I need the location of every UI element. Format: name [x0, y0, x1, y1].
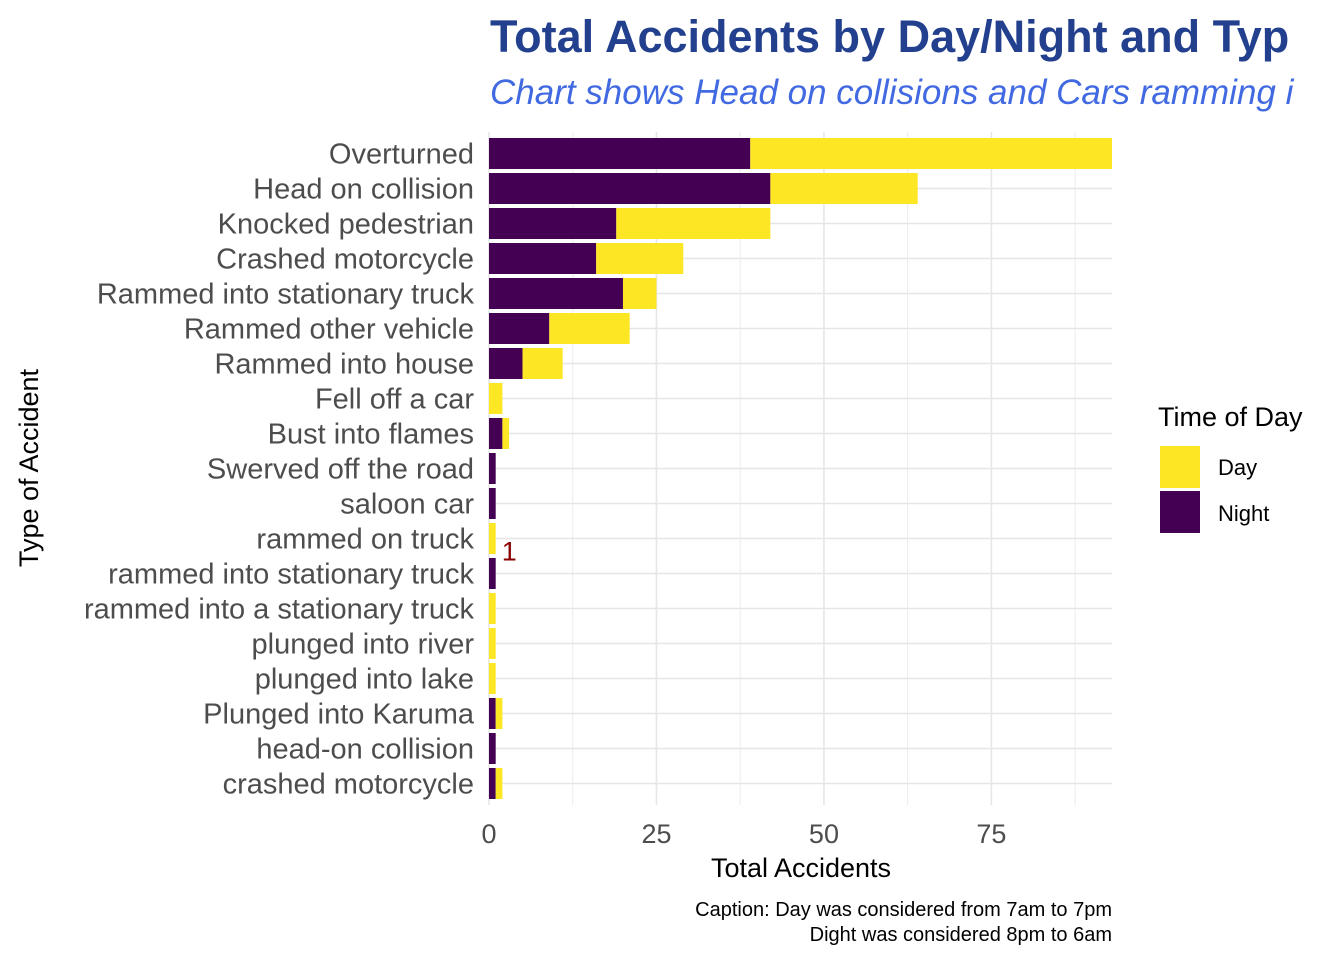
bar-night-crashed-motorcycle	[489, 243, 597, 274]
bar-day-knocked-pedestrian	[616, 208, 771, 239]
chart-subtitle: Chart shows Head on collisions and Cars …	[490, 73, 1295, 112]
bar-day-rammed-into-a-stationary-truck	[489, 593, 496, 624]
legend-swatch-day	[1160, 446, 1200, 488]
bar-day-head-on-collision	[770, 173, 918, 204]
bar-night-plunged-into-karuma	[489, 698, 496, 729]
bar-night-rammed-into-stationary-truck	[489, 558, 496, 589]
legend: Time of Day Day Night	[1158, 402, 1303, 533]
bar-night-rammed-into-house	[489, 348, 523, 379]
bar-day-crashed-motorcycle	[495, 768, 503, 799]
bar-day-rammed-on-truck	[489, 523, 496, 554]
bars-layer	[489, 138, 1112, 799]
bar-day-rammed-into-stationary-truck	[622, 278, 657, 309]
y-tick-label-knocked-pedestrian: Knocked pedestrian	[218, 209, 474, 241]
bar-night-knocked-pedestrian	[489, 208, 617, 239]
legend-title: Time of Day	[1158, 402, 1303, 432]
annotation-label: 1	[502, 537, 517, 567]
legend-label-day: Day	[1218, 455, 1257, 480]
y-tick-label-fell-off-a-car: Fell off a car	[315, 384, 474, 416]
y-tick-label-overturned: Overturned	[329, 139, 474, 171]
caption: Caption: Day was considered from 7am to …	[695, 899, 1112, 946]
x-tick-label: 25	[641, 819, 671, 849]
bar-day-fell-off-a-car	[489, 383, 503, 414]
chart-title: Total Accidents by Day/Night and Typ	[490, 11, 1289, 62]
y-tick-label-plunged-into-karuma: Plunged into Karuma	[203, 699, 475, 731]
x-tick-label: 0	[481, 819, 496, 849]
bar-night-rammed-into-stationary-truck	[489, 278, 623, 309]
caption-line-1: Caption: Day was considered from 7am to …	[695, 899, 1112, 921]
legend-swatch-night	[1160, 491, 1200, 533]
bar-night-crashed-motorcycle	[489, 768, 496, 799]
y-tick-label-head-on-collision: head-on collision	[256, 734, 474, 766]
bar-day-plunged-into-lake	[489, 663, 496, 694]
y-tick-label-rammed-into-stationary-truck: Rammed into stationary truck	[97, 279, 475, 311]
y-tick-label-plunged-into-river: plunged into river	[252, 629, 475, 661]
annotations-layer: 1	[502, 537, 517, 567]
y-tick-label-rammed-into-stationary-truck: rammed into stationary truck	[108, 559, 474, 591]
bar-night-head-on-collision	[489, 733, 496, 764]
y-tick-label-rammed-into-a-stationary-truck: rammed into a stationary truck	[84, 594, 475, 626]
y-tick-label-plunged-into-lake: plunged into lake	[255, 664, 474, 696]
bar-night-rammed-other-vehicle	[489, 313, 550, 344]
legend-label-night: Night	[1218, 501, 1269, 526]
x-tick-labels: 0 25 50 75	[481, 819, 1006, 849]
bar-day-crashed-motorcycle	[596, 243, 684, 274]
y-tick-label-swerved-off-the-road: Swerved off the road	[207, 454, 474, 486]
x-axis-title: Total Accidents	[711, 853, 891, 883]
bar-day-overturned	[750, 138, 1112, 169]
y-axis-title: Type of Accident	[14, 368, 44, 567]
y-tick-label-crashed-motorcycle: crashed motorcycle	[223, 769, 474, 801]
caption-line-2: Dight was considered 8pm to 6am	[810, 924, 1112, 946]
bar-day-rammed-other-vehicle	[549, 313, 630, 344]
y-tick-label-rammed-on-truck: rammed on truck	[256, 524, 474, 556]
bar-night-swerved-off-the-road	[489, 453, 496, 484]
bar-day-plunged-into-river	[489, 628, 496, 659]
y-tick-label-crashed-motorcycle: Crashed motorcycle	[216, 244, 474, 276]
x-tick-label: 75	[976, 819, 1006, 849]
bar-day-bust-into-flames	[502, 418, 510, 449]
bar-day-rammed-into-house	[522, 348, 563, 379]
bar-night-overturned	[489, 138, 751, 169]
x-tick-label: 50	[809, 819, 839, 849]
y-tick-label-head-on-collision: Head on collision	[253, 174, 474, 206]
y-tick-label-rammed-other-vehicle: Rammed other vehicle	[184, 314, 474, 346]
bar-night-bust-into-flames	[489, 418, 503, 449]
bar-day-plunged-into-karuma	[495, 698, 503, 729]
bar-night-head-on-collision	[489, 173, 771, 204]
y-tick-label-bust-into-flames: Bust into flames	[268, 419, 474, 451]
y-tick-label-saloon-car: saloon car	[340, 489, 474, 521]
y-tick-label-rammed-into-house: Rammed into house	[214, 349, 474, 381]
bar-night-saloon-car	[489, 488, 496, 519]
